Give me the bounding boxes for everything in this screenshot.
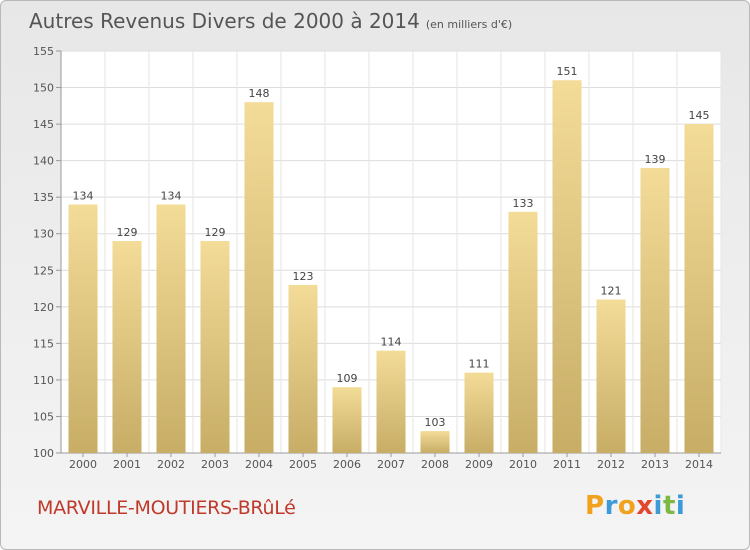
x-tick-label-2004: 2004 (245, 458, 273, 471)
y-tick-label: 115 (33, 337, 54, 350)
value-label-2014: 145 (689, 109, 710, 122)
logo-letter: t (662, 491, 676, 521)
bar-2000 (68, 204, 98, 453)
chart-title: Autres Revenus Divers de 2000 à 2014 (en … (29, 9, 512, 33)
x-tick-label-2000: 2000 (69, 458, 97, 471)
value-label-2004: 148 (249, 87, 270, 100)
bar-2010 (508, 211, 538, 453)
bar-2014 (684, 124, 714, 453)
x-tick-label-2010: 2010 (509, 458, 537, 471)
value-label-2001: 129 (117, 226, 138, 239)
logo-letter: P (585, 491, 605, 521)
x-tick-label-2002: 2002 (157, 458, 185, 471)
value-label-2002: 134 (161, 189, 182, 202)
y-tick-label: 150 (33, 82, 54, 95)
value-label-2013: 139 (645, 153, 666, 166)
bar-2007 (376, 350, 406, 453)
bar-2006 (332, 387, 362, 453)
value-label-2005: 123 (293, 270, 314, 283)
x-tick-label-2008: 2008 (421, 458, 449, 471)
value-label-2009: 111 (469, 358, 490, 371)
value-label-2010: 133 (513, 197, 534, 210)
value-label-2011: 151 (557, 65, 578, 78)
bar-2002 (156, 204, 186, 453)
y-tick-label: 105 (33, 410, 54, 423)
chart-title-text: Autres Revenus Divers de 2000 à 2014 (29, 9, 420, 33)
x-tick-label-2012: 2012 (597, 458, 625, 471)
y-tick-label: 135 (33, 191, 54, 204)
bars (68, 80, 714, 454)
y-tick-label: 100 (33, 447, 54, 460)
labels: 134 2000 129 2001 134 2002 129 2003 148 2004 123 20… (69, 65, 713, 471)
y-tick-label: 130 (33, 228, 54, 241)
value-label-2006: 109 (337, 372, 358, 385)
y-tick-label: 110 (33, 374, 54, 387)
x-tick-label-2007: 2007 (377, 458, 405, 471)
x-tick-label-2006: 2006 (333, 458, 361, 471)
value-label-2003: 129 (205, 226, 226, 239)
y-tick-label: 125 (33, 264, 54, 277)
x-tick-label-2003: 2003 (201, 458, 229, 471)
bar-2012 (596, 299, 626, 453)
bar-2001 (112, 241, 142, 453)
logo-letter: x (636, 491, 654, 521)
x-tick-label-2001: 2001 (113, 458, 141, 471)
bar-2003 (200, 241, 230, 453)
city-name: MARVILLE-MOUTIERS-BRûLé (37, 497, 296, 519)
logo-letter: o (617, 491, 637, 521)
bar-2008 (420, 431, 450, 453)
y-tick-label: 120 (33, 301, 54, 314)
x-tick-label-2014: 2014 (685, 458, 713, 471)
value-label-2008: 103 (425, 416, 446, 429)
logo-letter: i (653, 491, 663, 521)
bar-2004 (244, 102, 274, 453)
x-tick-label-2011: 2011 (553, 458, 581, 471)
x-tick-label-2009: 2009 (465, 458, 493, 471)
proxiti-logo[interactable]: Proxiti (585, 491, 685, 521)
bar-2005 (288, 284, 318, 453)
x-tick-label-2005: 2005 (289, 458, 317, 471)
y-tick-label: 155 (33, 45, 54, 58)
bar-2011 (552, 80, 582, 454)
bar-2013 (640, 167, 670, 454)
logo-letter: r (604, 491, 618, 521)
logo-letter: i (675, 491, 686, 521)
value-label-2000: 134 (73, 189, 94, 202)
value-label-2007: 114 (381, 336, 402, 349)
bar-2009 (464, 372, 494, 453)
chart-unit: (en milliers d'€) (425, 18, 513, 31)
x-tick-label-2013: 2013 (641, 458, 669, 471)
y-tick-label: 140 (33, 155, 54, 168)
y-tick-label: 145 (33, 118, 54, 131)
value-label-2012: 121 (601, 285, 622, 298)
